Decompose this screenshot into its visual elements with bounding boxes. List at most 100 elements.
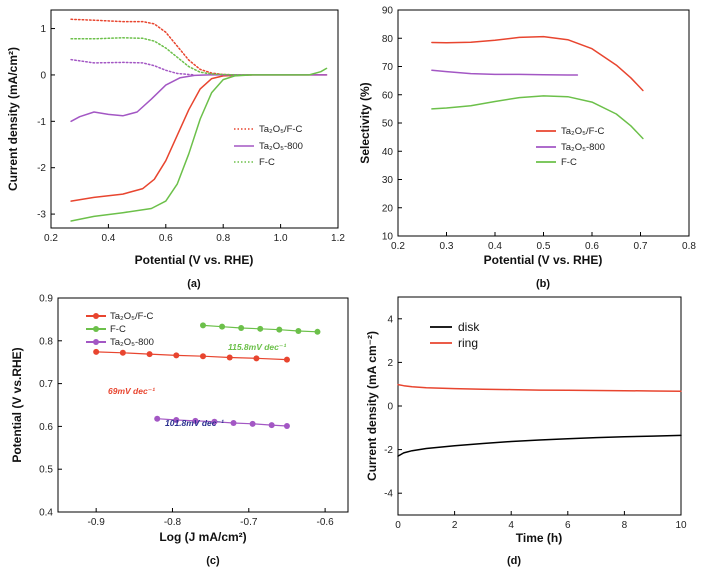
series-ta2o5-800-point (249, 420, 256, 427)
panel-b-ticks: 0.2 0.3 0.4 0.5 0.6 0.7 0.8 90 80 70 60 50 40 30 20 10 (382, 6, 697, 253)
panel-d-ylabel: Current density (mA cm⁻²) (365, 331, 379, 481)
y-tick-label: 4 (387, 314, 393, 325)
series-f-c-line (70, 67, 328, 222)
x-tick-label: 0 (395, 520, 401, 531)
y-tick-label: 0.8 (39, 336, 53, 347)
legend-label-ta2o5-800: Ta₂O₅-800 (561, 142, 605, 153)
series-f-c-line (431, 95, 644, 140)
y-tick-label: 90 (382, 6, 394, 17)
series-ta2o5-f-c-point (93, 348, 100, 355)
panel-a-xlabel: Potential (V vs. RHE) (135, 253, 254, 267)
panel-c: -0.9 -0.8 -0.7 -0.6 0.9 0.8 0.7 0.6 0.5 0.4 Log (… (10, 294, 349, 567)
y-tick-label: -4 (384, 489, 393, 500)
series-ta2o5-800-point (192, 417, 199, 424)
panel-b-xlabel: Potential (V vs. RHE) (484, 253, 603, 267)
legend-label-ring: ring (458, 336, 478, 350)
x-tick-label: 0.8 (216, 233, 230, 244)
legend-label-fc: F-C (259, 157, 275, 168)
series-ta2o5-f-c-point (226, 354, 233, 361)
x-tick-label: -0.7 (240, 517, 258, 528)
panel-b-ylabel: Selectivity (%) (358, 82, 372, 163)
x-tick-label: 0.6 (159, 233, 173, 244)
panel-d-xlabel: Time (h) (516, 531, 562, 545)
panel-b: 0.2 0.3 0.4 0.5 0.6 0.7 0.8908070605040302010 … (358, 6, 696, 291)
x-tick-label: -0.9 (88, 517, 106, 528)
series-f-c-point (257, 325, 264, 332)
series-ta2o5-800-dotted-line (70, 58, 196, 76)
x-tick-label: -0.6 (316, 517, 334, 528)
panel-b-series (431, 35, 644, 140)
series-ta2o5-f-c-point (146, 351, 153, 358)
series-f-c-point (314, 328, 321, 335)
series-ta2o5-f-c-point (253, 355, 260, 362)
panel-c-legend: Ta₂O₅/F-C F-C Ta₂O₅-800 (86, 311, 154, 348)
y-tick-label: 0.5 (39, 465, 53, 476)
panel-d-caption: (d) (507, 555, 521, 567)
series-ta2o5-800-point (230, 419, 237, 426)
series-ta2o5-800-line (156, 418, 288, 427)
series-ta2o5-f-c-point (119, 349, 126, 356)
legend-marker-ta2o5-fc (93, 313, 99, 319)
series-f-c-point (219, 323, 226, 330)
series-f-c-point (238, 324, 245, 331)
y-tick-label: 2 (387, 358, 393, 369)
panel-a-legend: Ta₂O₅/F-C Ta₂O₅-800 F-C (234, 124, 303, 168)
x-tick-label: 0.5 (537, 241, 551, 252)
x-tick-label: 0.2 (391, 241, 405, 252)
series-ta2o5-800-point (268, 422, 275, 429)
x-tick-label: 1.2 (331, 233, 345, 244)
y-tick-label: -3 (37, 210, 46, 221)
y-tick-label: 20 (382, 203, 394, 214)
y-tick-label: 0 (387, 402, 393, 413)
legend-label-disk: disk (458, 320, 480, 334)
x-tick-label: 0.8 (682, 241, 696, 252)
annotation-ta2o5-fc-slope: 69mV dec⁻¹ (108, 386, 155, 396)
legend-label-ta2o5-800: Ta₂O₅-800 (259, 141, 303, 152)
panel-d-ticks: 0 2 4 6 8 10 4 2 0 -2 -4 (384, 314, 687, 531)
panel-c-xlabel: Log (J mA/cm²) (159, 530, 246, 544)
series-ta2o5-f-c-line (70, 74, 328, 202)
series-ta2o5-800-point (211, 418, 218, 425)
panel-c-caption: (c) (206, 555, 220, 567)
series-f-c-point (276, 326, 283, 333)
x-tick-label: 2 (452, 520, 458, 531)
x-tick-label: 0.6 (585, 241, 599, 252)
y-tick-label: 0.6 (39, 422, 53, 433)
x-tick-label: 1.0 (274, 233, 288, 244)
panel-b-plot-frame (397, 9, 690, 237)
series-ta2o5-800-point (173, 416, 180, 423)
legend-label-ta2o5-fc: Ta₂O₅/F-C (561, 126, 605, 137)
panel-b-legend: Ta₂O₅/F-C Ta₂O₅-800 F-C (536, 126, 605, 168)
legend-marker-fc (93, 326, 99, 332)
x-tick-label: 0.4 (488, 241, 502, 252)
annotation-fc-slope: 115.8mV dec⁻¹ (228, 342, 286, 352)
x-tick-label: 6 (565, 520, 571, 531)
y-tick-label: 10 (382, 232, 394, 243)
series-ta2o5-f-c-point (173, 352, 180, 359)
y-tick-label: 30 (382, 175, 394, 186)
x-tick-label: 8 (622, 520, 628, 531)
panel-a-plot-frame (50, 9, 339, 229)
annotation-ta2o5-800-slope: 101.8mV dec⁻¹ (165, 418, 224, 428)
legend-label-ta2o5-800: Ta₂O₅-800 (110, 337, 154, 348)
x-tick-label: 0.2 (44, 233, 58, 244)
panel-d-plot-frame (397, 296, 682, 516)
y-tick-label: 40 (382, 147, 394, 158)
y-tick-label: -2 (37, 163, 46, 174)
legend-label-ta2o5-fc: Ta₂O₅/F-C (110, 311, 154, 322)
panel-d-legend: disk ring (430, 320, 480, 350)
series-f-c-point (200, 322, 206, 329)
legend-marker-ta2o5-800 (93, 339, 99, 345)
x-tick-label: 0.4 (101, 233, 115, 244)
series-ta2o5-f-c-point (200, 353, 206, 360)
series-ring-line (397, 383, 682, 392)
panel-a-series (70, 18, 328, 222)
panel-d: 0 2 4 6 8 10 4 2 0 -2 -4 Time (h) Current density … (365, 296, 687, 567)
y-tick-label: 1 (40, 24, 46, 35)
series-ta2o5-f-c-line (95, 351, 288, 361)
legend-label-fc: F-C (561, 157, 577, 168)
panel-b-caption: (b) (536, 278, 550, 290)
y-tick-label: 70 (382, 62, 394, 73)
series-f-c-point (295, 327, 302, 334)
